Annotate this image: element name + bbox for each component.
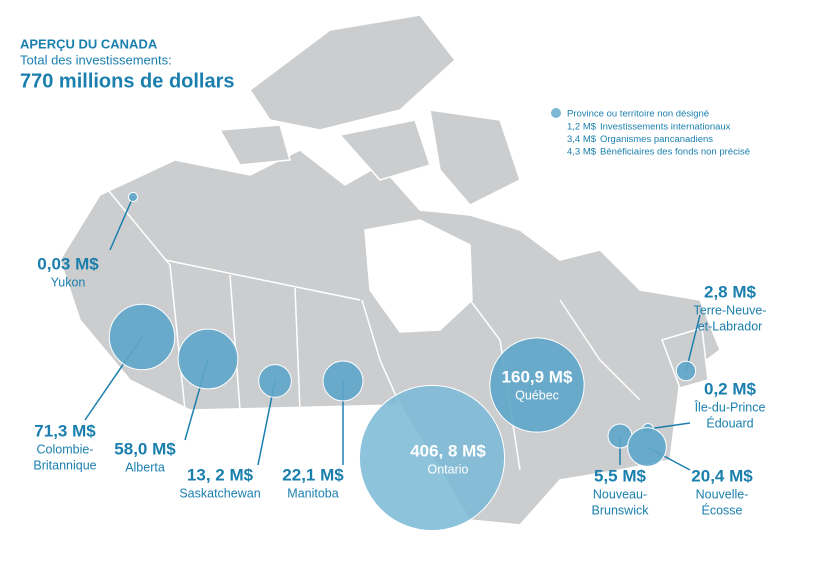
- border: [294, 287, 301, 411]
- title: APERÇU DU CANADA: [20, 36, 158, 51]
- region-name: Québec: [515, 388, 559, 402]
- region-name: Nouvelle-: [696, 487, 749, 501]
- value-label: 13, 2 M$: [187, 465, 254, 484]
- region-name: Saskatchewan: [179, 486, 260, 500]
- border: [164, 259, 361, 301]
- border: [229, 274, 241, 411]
- arctic-island: [218, 124, 291, 166]
- region-name: Brunswick: [592, 503, 650, 517]
- labels: 0,03 M$ Yukon 71,3 M$ Colombie- Britannique 5…: [33, 254, 766, 517]
- arctic-island: [338, 119, 431, 181]
- region-name: Britannique: [33, 458, 96, 472]
- region-name: Édouard: [706, 415, 753, 430]
- value-label: 5,5 M$: [594, 466, 647, 485]
- newfoundland: [661, 327, 709, 389]
- bubble: [258, 364, 292, 398]
- region-name: Nouveau-: [593, 487, 647, 501]
- border: [169, 264, 186, 411]
- bubbles: [108, 191, 697, 532]
- value-label: 71,3 M$: [34, 421, 96, 440]
- bubble: [489, 337, 585, 433]
- value-label: 20,4 M$: [691, 466, 753, 485]
- legend-amount: 1,2 M$: [567, 122, 597, 133]
- region-name: Yukon: [51, 275, 86, 289]
- bubble: [322, 360, 364, 402]
- bubble: [358, 384, 506, 532]
- bubble: [108, 303, 176, 371]
- bubble: [177, 328, 239, 390]
- region-name: Écosse: [702, 502, 743, 517]
- leader-line: [109, 196, 134, 251]
- region-name: et-Labrador: [698, 319, 763, 333]
- legend-label: Province ou territoire non désigné: [567, 109, 709, 120]
- total: 770 millions de dollars: [20, 70, 235, 92]
- leader-line: [647, 422, 691, 430]
- legend-amount: 4,3 M$: [567, 147, 597, 158]
- legend-item-label: Bénéficiaires des fonds non précisé: [600, 147, 750, 158]
- value-label: 0,03 M$: [37, 254, 99, 273]
- bubble: [127, 191, 139, 203]
- region-name: Alberta: [125, 460, 165, 474]
- legend-amount: 3,4 M$: [567, 134, 597, 145]
- legend-items: 1,2 M$ Investissements internationaux3,4 …: [567, 122, 750, 158]
- subtitle: Total des investissements:: [20, 52, 172, 67]
- region-name: Île-du-Prince: [694, 399, 766, 414]
- arctic-island: [429, 109, 521, 206]
- region-name: Manitoba: [287, 486, 338, 500]
- region-name: Terre-Neuve-: [694, 303, 767, 317]
- province-borders: [107, 189, 641, 471]
- value-label: 2,8 M$: [704, 282, 757, 301]
- border: [361, 299, 401, 406]
- region-name: Colombie-: [37, 442, 94, 456]
- legend-item-label: Investissements internationaux: [600, 122, 731, 133]
- border: [107, 189, 171, 266]
- border: [469, 299, 521, 471]
- value-label: 406, 8 M$: [410, 441, 486, 460]
- legend-item-label: Organismes pancanadiens: [600, 134, 713, 145]
- canada-land: [59, 14, 721, 526]
- value-label: 22,1 M$: [282, 465, 344, 484]
- mainland: [59, 149, 721, 526]
- legend-dot: [551, 108, 561, 118]
- border: [559, 299, 641, 401]
- arctic-island: [248, 14, 457, 131]
- hudson-bay: [364, 219, 473, 333]
- value-label: 160,9 M$: [502, 367, 573, 386]
- value-label: 58,0 M$: [114, 439, 176, 458]
- region-name: Ontario: [428, 462, 469, 476]
- bubble: [627, 427, 667, 467]
- value-label: 0,2 M$: [704, 379, 757, 398]
- bubble: [675, 360, 697, 382]
